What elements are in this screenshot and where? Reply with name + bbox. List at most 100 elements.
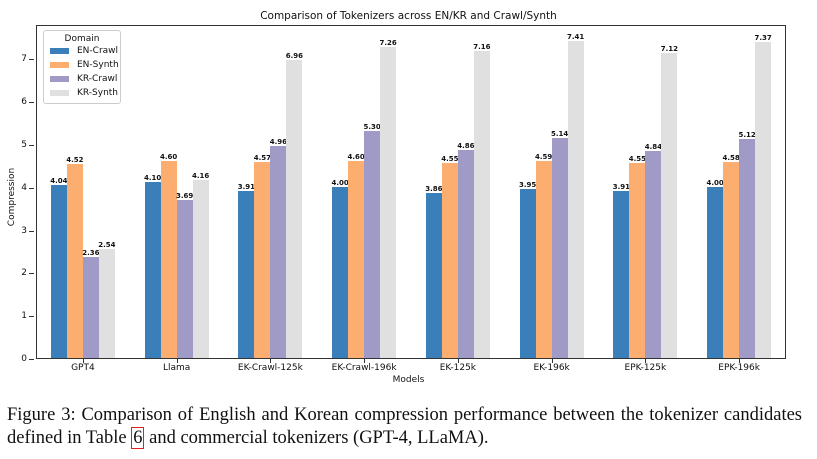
bar-kr-synth-ek-125k xyxy=(473,51,490,358)
bar-value-label: 2.54 xyxy=(98,241,116,250)
bar-value-label: 4.04 xyxy=(50,177,68,185)
x-tick-label: EK-125k xyxy=(439,363,477,373)
bar-kr-synth-epk-196k xyxy=(755,42,772,358)
bar-value-label: 4.52 xyxy=(66,156,84,165)
y-tick xyxy=(29,273,34,275)
y-tick-label: 0 xyxy=(21,354,27,364)
legend-item: EN-Crawl xyxy=(44,44,120,58)
figure-caption: Figure 3: Comparison of English and Kore… xyxy=(7,404,802,450)
bar-en-crawl-ek-125k xyxy=(425,192,442,358)
bar-value-label: 2.36 xyxy=(82,248,100,257)
y-tick-label: 5 xyxy=(21,139,27,150)
bar-en-synth-ek-crawl-196k xyxy=(348,161,365,358)
y-tick-label: 1 xyxy=(21,311,27,322)
bar-en-synth-epk-196k xyxy=(723,161,740,358)
bar-kr-crawl-ek-196k xyxy=(551,137,568,358)
bar-value-label: 4.55 xyxy=(441,155,459,164)
table-reference-link[interactable]: 6 xyxy=(131,427,145,449)
bar-kr-synth-epk-125k xyxy=(661,53,678,358)
x-tick-label: EK-Crawl-125k xyxy=(237,363,303,373)
bar-en-synth-ek-196k xyxy=(535,161,552,358)
legend-item: KR-Crawl xyxy=(44,72,120,86)
legend-label: EN-Crawl xyxy=(77,46,119,56)
bar-en-crawl-gpt4 xyxy=(50,185,67,358)
bar-value-label: 4.86 xyxy=(457,141,475,150)
bar-kr-crawl-ek-125k xyxy=(457,149,474,358)
bar-kr-crawl-gpt4 xyxy=(82,256,99,358)
x-tick-label: GPT4 xyxy=(71,363,95,373)
legend-swatch-icon xyxy=(50,76,69,82)
x-tick-label: Llama xyxy=(162,363,191,373)
bar-kr-crawl-ek-crawl-125k xyxy=(270,145,287,358)
bar-kr-synth-ek-crawl-125k xyxy=(286,59,303,358)
legend-title: Domain xyxy=(64,34,100,44)
bar-value-label: 7.12 xyxy=(660,45,679,54)
bar-value-label: 6.96 xyxy=(285,51,304,60)
legend-swatch-icon xyxy=(50,48,69,54)
x-tick xyxy=(551,359,553,363)
bar-en-synth-llama xyxy=(160,161,177,358)
bar-kr-crawl-epk-125k xyxy=(645,150,662,358)
y-tick xyxy=(29,144,34,146)
caption-text: Figure 3: Comparison of English and Kore… xyxy=(7,405,802,448)
bar-en-synth-ek-crawl-125k xyxy=(254,162,271,358)
y-tick-label: 2 xyxy=(21,268,27,279)
bar-kr-synth-llama xyxy=(192,179,209,358)
caption-text-end: and commercial tokenizers (GPT-4, LLaMA)… xyxy=(144,428,489,448)
bar-kr-crawl-llama xyxy=(176,200,193,358)
y-tick-label: 6 xyxy=(21,97,27,108)
x-tick xyxy=(270,359,272,363)
x-tick xyxy=(364,359,366,363)
legend-swatch-icon xyxy=(50,62,69,68)
bar-value-label: 4.96 xyxy=(269,137,288,146)
bar-en-crawl-ek-196k xyxy=(519,188,536,358)
bar-value-label: 4.16 xyxy=(191,171,210,180)
bar-kr-synth-ek-crawl-196k xyxy=(380,47,397,358)
y-tick xyxy=(29,359,34,360)
bar-kr-crawl-epk-196k xyxy=(739,138,756,358)
bar-en-crawl-ek-crawl-125k xyxy=(238,190,255,358)
bar-value-label: 4.00 xyxy=(331,178,349,187)
x-tick xyxy=(457,359,459,363)
bar-kr-crawl-ek-crawl-196k xyxy=(364,131,381,358)
x-tick xyxy=(82,359,84,363)
bar-value-label: 3.91 xyxy=(612,182,631,191)
bar-value-label: 3.95 xyxy=(518,180,537,189)
bar-en-crawl-epk-125k xyxy=(613,190,630,358)
chart-title: Comparison of Tokenizers across EN/KR an… xyxy=(260,10,557,22)
bar-kr-synth-gpt4 xyxy=(98,249,115,358)
y-tick xyxy=(29,316,34,318)
x-tick xyxy=(739,359,741,363)
bar-value-label: 4.55 xyxy=(628,155,647,164)
legend-item: KR-Synth xyxy=(44,86,120,100)
bar-en-synth-ek-125k xyxy=(441,163,458,358)
bar-value-label: 7.37 xyxy=(754,34,772,43)
bar-value-label: 7.16 xyxy=(473,43,491,52)
y-tick xyxy=(29,59,34,61)
bar-value-label: 7.26 xyxy=(379,39,397,48)
y-tick-label: 7 xyxy=(21,54,27,65)
x-tick-label: EK-Crawl-196k xyxy=(331,363,397,373)
bar-value-label: 5.30 xyxy=(363,123,381,132)
bar-value-label: 4.00 xyxy=(706,178,724,187)
y-tick xyxy=(29,102,34,104)
y-tick xyxy=(29,187,34,189)
bar-value-label: 4.57 xyxy=(253,154,272,163)
bar-value-label: 4.84 xyxy=(644,142,663,151)
bar-value-label: 5.12 xyxy=(738,130,756,139)
x-tick xyxy=(645,359,647,363)
bar-value-label: 4.59 xyxy=(534,153,553,162)
bar-value-label: 4.60 xyxy=(159,153,178,162)
bar-kr-synth-ek-196k xyxy=(567,40,584,358)
legend-label: KR-Crawl xyxy=(77,74,118,84)
y-tick-label: 3 xyxy=(21,225,27,236)
plot-area: 0 1 2 3 4 5 6 7 GPT4 4.04 4.52 2.36 2.54 Llama 4.10 4.6… xyxy=(21,25,786,373)
legend-item: EN-Synth xyxy=(44,58,120,72)
chart: Comparison of Tokenizers across EN/KR an… xyxy=(7,10,786,385)
bar-en-crawl-ek-crawl-196k xyxy=(332,186,349,358)
y-tick-label: 4 xyxy=(21,182,27,193)
bar-value-label: 3.69 xyxy=(175,191,194,200)
bar-en-crawl-epk-196k xyxy=(707,186,724,358)
bar-en-synth-gpt4 xyxy=(66,164,83,358)
x-tick-label: EK-196k xyxy=(533,363,570,373)
